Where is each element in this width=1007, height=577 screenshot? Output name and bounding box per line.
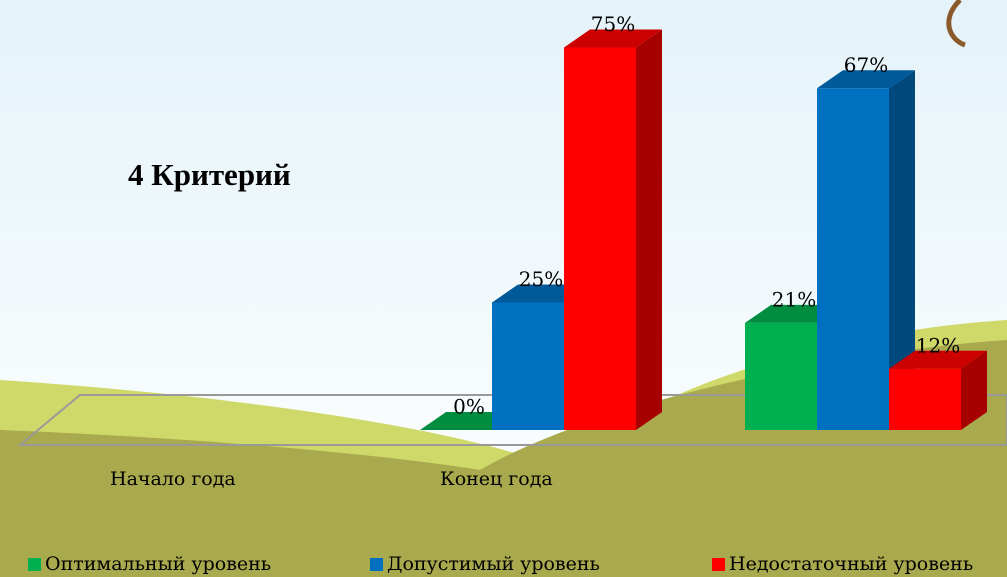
legend-label: Оптимальный уровень	[45, 553, 271, 575]
data-label: 21%	[772, 287, 816, 311]
bar	[889, 351, 987, 430]
data-label: 67%	[844, 53, 888, 77]
legend-swatch	[712, 558, 725, 571]
bar	[564, 30, 662, 431]
legend-swatch	[370, 558, 383, 571]
bar-front	[889, 369, 961, 430]
x-tick-label: Конец года	[440, 468, 553, 490]
bar-front	[564, 48, 636, 431]
data-label: 0%	[453, 395, 485, 419]
chart-title: 4 Критерий	[128, 157, 291, 192]
bar-side	[636, 30, 662, 431]
data-label: 25%	[519, 267, 563, 291]
legend-swatch	[28, 558, 41, 571]
data-label: 12%	[916, 333, 960, 357]
data-label: 75%	[591, 12, 635, 36]
legend-label: Допустимый уровень	[387, 553, 600, 575]
bar-front	[745, 323, 817, 430]
bar-front	[492, 303, 564, 431]
slide: 4 Критерий Начало года Конец года 0% 25% 75%…	[0, 0, 1007, 577]
x-tick-label: Начало года	[110, 468, 236, 490]
bar-front	[817, 88, 889, 430]
legend-label: Недостаточный уровень	[729, 553, 973, 575]
